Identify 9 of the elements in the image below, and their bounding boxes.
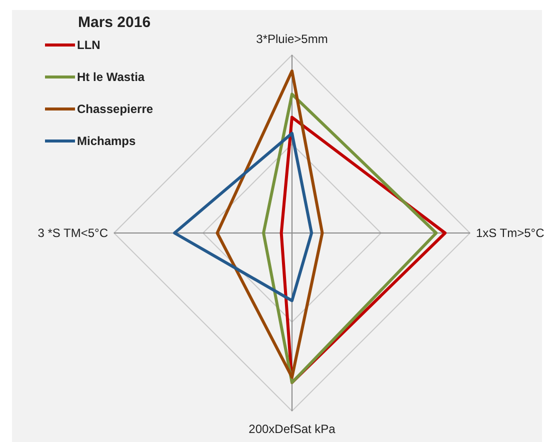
legend-label: LLN [77, 38, 100, 52]
legend-label: Chassepierre [77, 102, 154, 116]
chart-title: Mars 2016 [78, 14, 151, 31]
spoke-label: 1xS Tm>5°C [476, 226, 545, 240]
spoke-label: 3*Pluie>5mm [256, 32, 328, 46]
spoke-label: 200xDefSat kPa [248, 422, 336, 436]
spoke-label: 3 *S TM<5°C [38, 226, 108, 240]
legend-label: Ht le Wastia [77, 70, 145, 84]
legend-label: Michamps [77, 134, 136, 148]
